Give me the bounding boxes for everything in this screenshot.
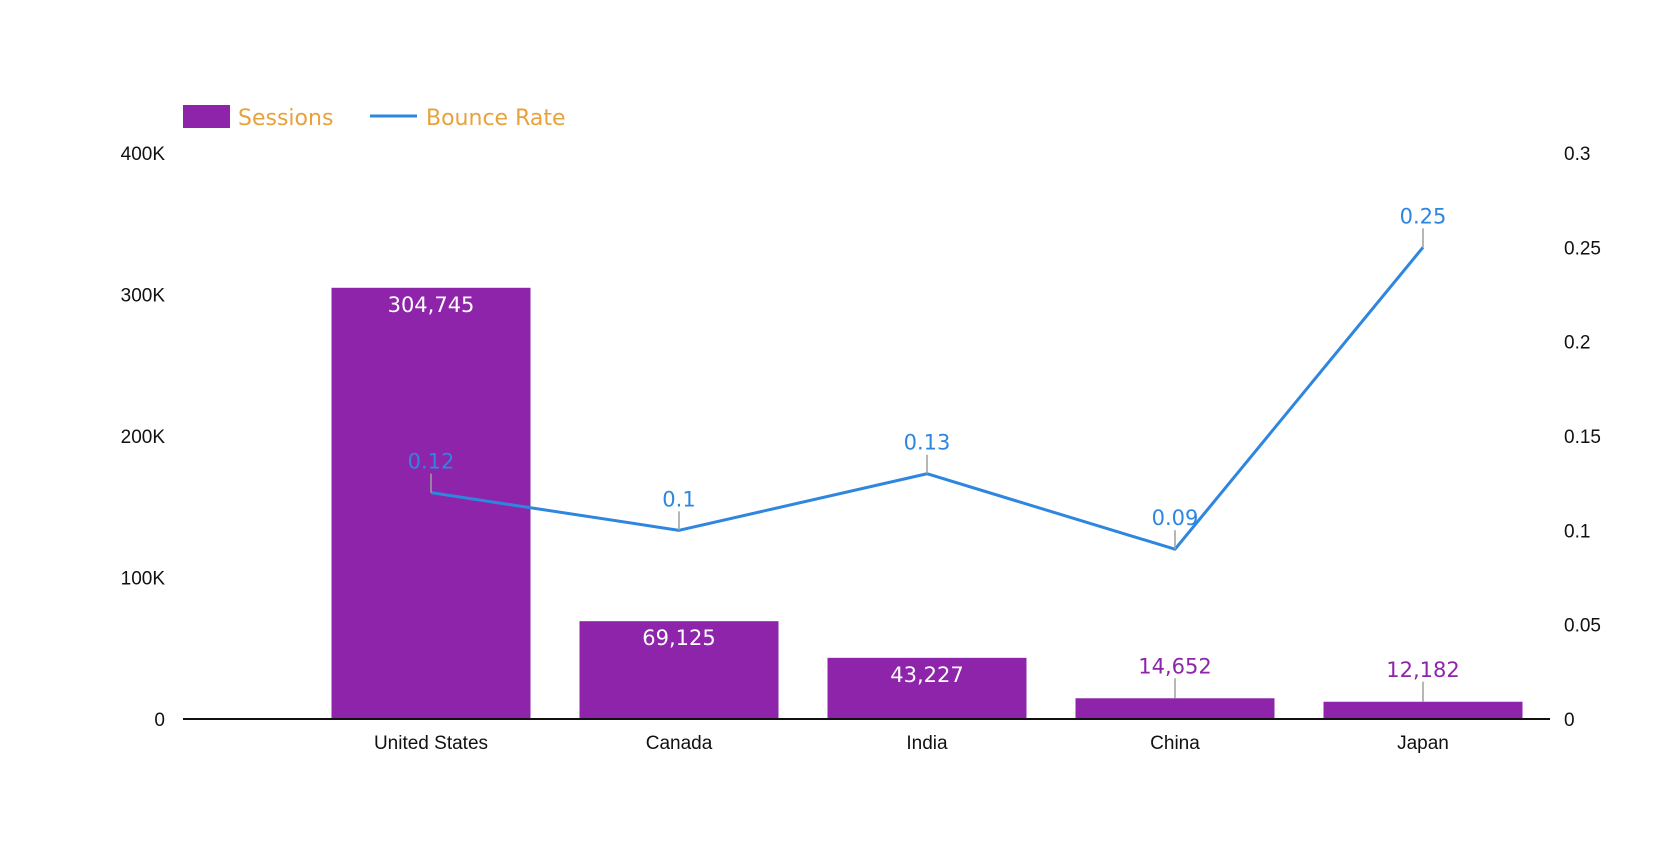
y-right-tick-label: 0.15 [1564, 427, 1601, 448]
y-left-tick-label: 300K [121, 286, 166, 307]
legend-label-bounce-rate: Bounce Rate [426, 106, 566, 131]
bar-data-label: 14,652 [1138, 654, 1211, 678]
y-left-tick-label: 100K [121, 569, 166, 590]
bounce-rate-line [430, 246, 1425, 551]
legend-label-sessions: Sessions [238, 106, 333, 131]
y-right-tick-label: 0.25 [1564, 238, 1601, 259]
x-tick-label: Japan [1397, 733, 1449, 754]
y-left-tick-label: 200K [121, 427, 166, 448]
x-tick-label: United States [374, 733, 488, 754]
y-right-tick-label: 0.1 [1564, 521, 1590, 542]
line-data-labels: 0.12 0.1 0.13 0.09 0.25 [408, 204, 1447, 550]
y-left-tick-label: 0 [154, 710, 165, 731]
bar [579, 621, 779, 719]
legend-swatch-sessions [183, 105, 230, 128]
line-data-label: 0.1 [662, 487, 695, 511]
bar-data-label: 12,182 [1386, 658, 1459, 682]
line-data-label: 0.09 [1152, 506, 1199, 530]
y-right-tick-label: 0 [1564, 710, 1575, 731]
legend: Sessions Bounce Rate [183, 105, 566, 131]
bar-data-label: 69,125 [642, 626, 715, 650]
bar-data-label: 304,745 [388, 293, 475, 317]
y-axis-right: 0 0.05 0.1 0.15 0.2 0.25 0.3 [1564, 144, 1601, 731]
y-axis-left: 0 100K 200K 300K 400K [121, 144, 166, 731]
line-data-label: 0.12 [408, 450, 455, 474]
line-data-label: 0.13 [904, 431, 951, 455]
x-tick-label: China [1150, 733, 1200, 754]
x-axis: United States Canada India China Japan [183, 718, 1550, 754]
bar-data-labels: 304,745 69,125 43,227 14,652 12,182 [388, 293, 1460, 702]
line-data-label: 0.25 [1400, 204, 1447, 228]
bar-series-sessions [331, 287, 1523, 719]
y-right-tick-label: 0.05 [1564, 616, 1601, 637]
y-right-tick-label: 0.3 [1564, 144, 1590, 165]
bar [827, 657, 1027, 719]
x-tick-label: India [906, 733, 948, 754]
bar [1323, 701, 1523, 719]
x-tick-label: Canada [646, 733, 713, 754]
y-left-tick-label: 400K [121, 144, 166, 165]
bar-data-label: 43,227 [890, 663, 963, 687]
y-right-tick-label: 0.2 [1564, 333, 1590, 354]
line-series-bounce-rate [430, 246, 1425, 551]
bar [1075, 698, 1275, 719]
